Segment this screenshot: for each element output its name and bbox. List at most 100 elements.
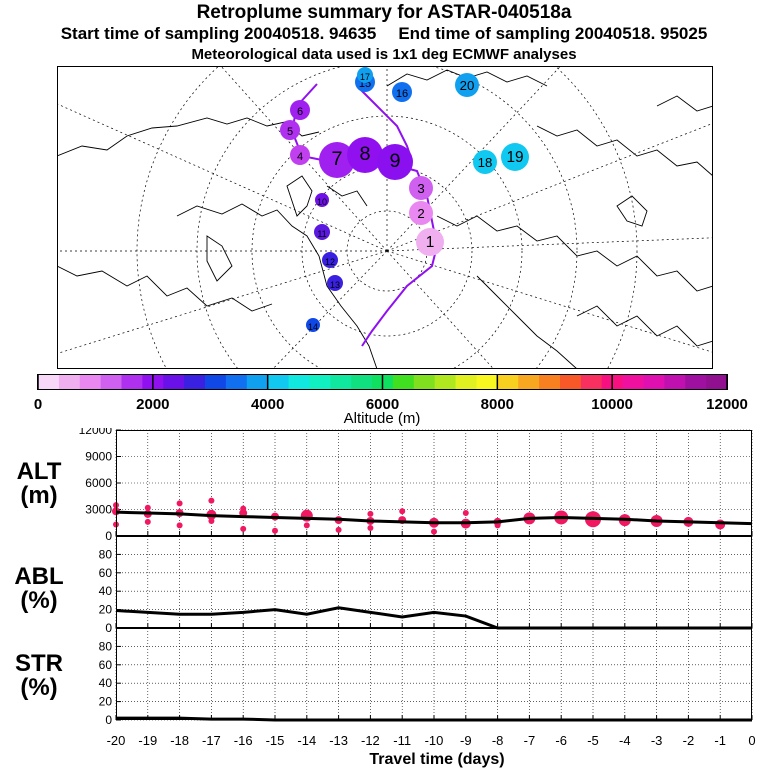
- map-marker-6: [290, 100, 310, 120]
- map-marker-label-10: 10: [317, 197, 327, 207]
- x-tick-label: -17: [202, 733, 221, 748]
- x-tick-label: -19: [138, 733, 157, 748]
- alt-point: [240, 525, 247, 532]
- abl-unit: (%): [20, 587, 57, 614]
- alt-cluster: [715, 519, 726, 530]
- panel-labels: ALT (m) ABL (%) STR (%): [14, 458, 63, 701]
- map-marker-label-9: 9: [389, 150, 400, 172]
- x-tick-label: -16: [234, 733, 253, 748]
- map-marker-20: [455, 73, 479, 97]
- colorbar-segment: [309, 375, 331, 389]
- map-marker-label-17: 17: [360, 72, 370, 82]
- colorbar-segment: [580, 375, 603, 389]
- panel-abl: 0 20 40 60 80: [99, 536, 753, 635]
- map-marker-4: [290, 145, 310, 165]
- y-tick-label: 9000: [85, 450, 112, 464]
- colorbar-segment: [664, 375, 686, 389]
- x-tick-label: -12: [361, 733, 380, 748]
- end-time-label: End time of sampling 20040518. 95025: [398, 24, 708, 43]
- map-marker-12: [322, 252, 338, 268]
- colorbar-segment: [288, 375, 311, 389]
- altitude-colorbar: 0 2000 4000 6000 8000 10000 12000 Altitude (m): [34, 374, 748, 427]
- alt-point: [144, 518, 151, 525]
- alt-unit: (m): [20, 482, 57, 509]
- panel-alt: 0 3000 6000 9000 12000: [79, 428, 753, 543]
- panel-str: 0 20 40 60 80: [99, 628, 753, 727]
- alt-mean-line: [115, 510, 753, 526]
- map-marker-label-7: 7: [331, 148, 342, 170]
- colorbar-segment: [121, 375, 143, 389]
- x-tick-label: -11: [393, 733, 411, 748]
- map-marker-8: [347, 137, 383, 173]
- sampling-times: Start time of sampling 20040518. 94635 En…: [0, 24, 768, 44]
- alt-point: [176, 522, 183, 529]
- panel-frame: [116, 430, 752, 536]
- map-marker-label-14: 14: [308, 322, 318, 332]
- x-axis-label: Travel time (days): [369, 751, 504, 768]
- colorbar-segment: [539, 375, 561, 389]
- colorbar-tick-label: 4000: [251, 396, 284, 413]
- map-marker-label-20: 20: [460, 78, 475, 93]
- y-tick-label: 0: [105, 529, 112, 543]
- start-time-label: Start time of sampling 20040518. 94635: [60, 24, 377, 43]
- y-tick-label: 20: [99, 695, 113, 709]
- colorbar-segment: [163, 375, 185, 389]
- map-marker-13: [327, 275, 343, 291]
- x-tick-label: -10: [425, 733, 444, 748]
- colorbar-segment: [79, 375, 102, 389]
- alt-point: [208, 497, 215, 504]
- map-marker-17: [357, 67, 373, 83]
- colorbar-tick-label: 12000: [706, 396, 748, 413]
- colorbar-segment: [476, 375, 498, 389]
- x-tick-label: 0: [748, 733, 755, 748]
- x-tick-label: -9: [460, 733, 472, 748]
- map-marker-5: [280, 120, 300, 140]
- colorbar-segment: [225, 375, 248, 389]
- map-marker-7: [319, 142, 355, 178]
- map-marker-3: [409, 176, 433, 200]
- y-tick-label: 3000: [85, 503, 112, 517]
- alt-point: [272, 527, 278, 534]
- y-tick-label: 80: [99, 547, 113, 561]
- colorbar-label: Altitude (m): [344, 410, 421, 427]
- x-tick-label: -2: [683, 733, 695, 748]
- map-marker-label-18: 18: [478, 155, 493, 170]
- met-data-label: Meteorological data used is 1x1 deg ECMW…: [191, 46, 577, 63]
- map-marker-10: [315, 193, 329, 207]
- alt-point: [303, 522, 310, 529]
- colorbar-segment: [559, 375, 582, 389]
- alt-point: [176, 500, 183, 507]
- map-marker-label-5: 5: [287, 126, 293, 138]
- map-marker-19: [501, 143, 529, 171]
- colorbar-segment: [100, 375, 123, 389]
- colorbar-segment: [267, 375, 290, 389]
- map-marker-18: [473, 150, 497, 174]
- x-tick-label: -15: [266, 733, 285, 748]
- colorbar-segment: [497, 375, 519, 389]
- map-marker-label-16: 16: [396, 88, 408, 100]
- colorbar-segment: [38, 375, 60, 389]
- alt-point: [431, 528, 437, 535]
- map-marker-label-12: 12: [325, 257, 335, 267]
- colorbar-tick-label: 8000: [481, 396, 514, 413]
- x-tick-label: -13: [329, 733, 348, 748]
- str-label: STR: [15, 650, 63, 677]
- colorbar-tick-label: 6000: [366, 396, 399, 413]
- alt-point: [462, 510, 469, 517]
- colorbar-segment: [330, 375, 352, 389]
- map-marker-11: [314, 224, 330, 240]
- y-tick-label: 60: [99, 658, 113, 672]
- map-marker-16: [392, 82, 412, 102]
- alt-point: [144, 504, 151, 511]
- colorbar-segment: [622, 375, 645, 389]
- x-tick-label: -3: [651, 733, 663, 748]
- str-unit: (%): [20, 674, 57, 701]
- alt-point: [335, 526, 342, 533]
- chart-title: Retroplume summary for ASTAR-040518a: [196, 2, 572, 23]
- colorbar-segment: [184, 375, 206, 389]
- y-tick-label: 40: [99, 584, 113, 598]
- y-tick-label: 20: [99, 603, 113, 617]
- x-tick-label: -7: [524, 733, 536, 748]
- map-marker-2: [409, 201, 433, 225]
